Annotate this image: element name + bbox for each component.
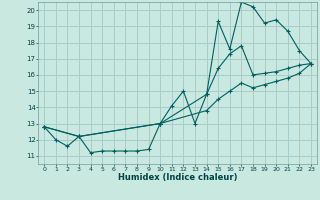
X-axis label: Humidex (Indice chaleur): Humidex (Indice chaleur) <box>118 173 237 182</box>
